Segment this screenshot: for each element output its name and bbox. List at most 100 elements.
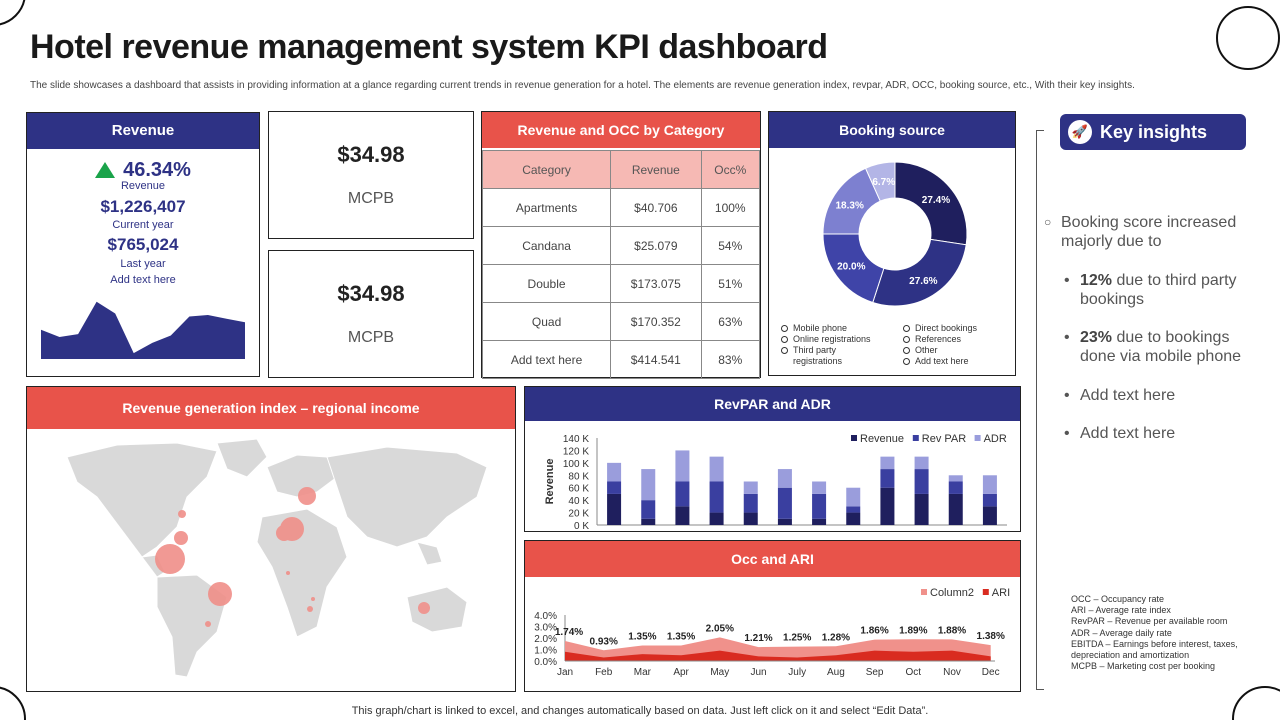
data-label: 1.89% (899, 625, 927, 636)
table-cell: Apartments (481, 188, 612, 227)
revenue-current-label: Current year (112, 219, 174, 231)
area-series (565, 650, 991, 661)
revpar-adr-panel: RevPAR and ADR Revenue Rev PAR ADR 0 K 20 K 4… (524, 386, 1021, 532)
key-insight-item: • 23% due to bookings done via mobile ph… (1064, 329, 1242, 365)
y-tick-label: 4.0% (534, 611, 557, 622)
x-tick-label: Oct (906, 667, 922, 678)
income-bubble (155, 544, 185, 574)
bar-segment (607, 462, 622, 482)
revpar-adr-bar-chart: Revenue Rev PAR ADR 0 K20 K 40 K60 K 80 K100 … (544, 433, 1007, 531)
key-insight-item: • 12% due to third party bookings (1064, 272, 1237, 308)
bar-segment (675, 450, 690, 482)
bar-segment (743, 493, 758, 513)
up-arrow-icon (95, 162, 116, 178)
bar-segment (914, 469, 929, 494)
y-tick-label: 140 K (563, 434, 589, 445)
key-insights-badge: 🚀 Key insights (1060, 114, 1246, 150)
mcpb-card-2: $34.98 MCPB (268, 250, 474, 378)
revenue-note: Add text here (110, 274, 176, 286)
y-tick-label: 0 K (574, 521, 589, 531)
bar-segment (914, 456, 929, 470)
legend-swatch (912, 435, 919, 441)
legend-item: Online registrations (781, 334, 891, 345)
occ-ari-area-chart: Column2 ARI 0.0%1.0%2.0%3.0%4.0% 1.74% 0.93%… (534, 587, 1010, 678)
corner-circle-top-left (0, 0, 26, 26)
table-row: Add text here $414.541 83% (481, 340, 761, 379)
data-label: 1.25% (783, 633, 811, 644)
europe-shape (266, 454, 338, 498)
donut-label: 18.3% (836, 201, 864, 212)
key-insights-lead-text: Booking score increased majorly due to (1061, 214, 1237, 250)
southeast-asia-shape (416, 541, 443, 566)
key-insight-bold: 23% (1080, 329, 1113, 346)
mcpb-label: MCPB (347, 329, 395, 346)
bar-segment (743, 481, 758, 494)
y-tick-label: 0.0% (534, 657, 557, 668)
income-bubble (276, 525, 292, 541)
abbreviation-item: ARI – Average rate index (1071, 605, 1171, 616)
key-insights-lead: ○ Booking score increased majorly due to (1044, 213, 1244, 251)
asia-shape (326, 446, 488, 548)
abbreviation-item: EBITDA – Earnings before interest, taxes… (1071, 638, 1238, 661)
income-bubble (174, 531, 188, 545)
bar-segment (846, 506, 861, 513)
table-cell: $173.075 (610, 264, 702, 303)
bar-segment (641, 500, 656, 519)
key-insight-text: Add text here (1080, 387, 1176, 404)
regional-income-header: Revenue generation index – regional inco… (27, 387, 515, 429)
abbreviation-item: OCC – Occupancy rate (1071, 594, 1165, 604)
legend-swatch (974, 435, 981, 441)
key-insight-text: due to bookings done via mobile phone (1080, 329, 1242, 365)
table-cell: 51% (700, 264, 761, 303)
donut-label: 6.7% (872, 177, 895, 188)
bar-segment (641, 518, 656, 525)
legend-item: Mobile phone (781, 323, 891, 334)
bar-segment (880, 487, 895, 525)
bar-segment (709, 481, 724, 513)
page-title: Hotel revenue management system KPI dash… (30, 28, 828, 66)
legend-item: Third party registrations (781, 345, 861, 367)
donut-slice (864, 161, 896, 202)
table-cell: Add text here (481, 340, 612, 379)
table-row: Candana $25.079 54% (481, 226, 761, 265)
legend-item: Direct bookings (903, 323, 1013, 334)
mcpb-label: MCPB (347, 190, 395, 207)
mcpb-value: $34.98 (337, 281, 405, 306)
bar-segment (812, 481, 827, 494)
key-insights-bracket (1036, 130, 1044, 690)
legend-label: Column2 (930, 587, 974, 599)
legend-item: Add text here (903, 356, 1013, 367)
y-tick-label: 120 K (563, 446, 589, 457)
bar-segment (709, 512, 724, 525)
income-bubble (418, 602, 430, 614)
revenue-sparkline (41, 301, 245, 359)
occ-ari-panel: Occ and ARI Column2 ARI 0.0% 1.0% 2.0% 3.0% 4.… (524, 540, 1021, 692)
y-tick-label: 60 K (568, 484, 589, 495)
income-bubble (178, 510, 186, 518)
key-insight-item: • Add text here (1064, 386, 1254, 405)
booking-source-panel: Booking source 27.4% 27.6% 20.0% 18.3% 6.7% … (768, 111, 1016, 376)
table-cell: 63% (700, 302, 761, 341)
booking-legend-right: Direct bookings References Other Add tex… (903, 323, 1013, 367)
income-bubble (311, 597, 315, 601)
table-row: Apartments $40.706 100% (481, 188, 761, 227)
y-tick-label: 40 K (568, 496, 589, 507)
data-label: 1.35% (667, 631, 695, 642)
bar-segment (675, 506, 690, 525)
footer-note: This graph/chart is linked to excel, and… (351, 705, 929, 717)
sparkline-area (41, 301, 245, 359)
key-insights-title: Key insights (1100, 122, 1208, 142)
bar-segment (982, 493, 997, 507)
column-header-category: Category (481, 150, 612, 189)
rocket-icon: 🚀 (1068, 120, 1092, 144)
data-label: 1.86% (860, 626, 888, 637)
category-table: Category Revenue Occ% Apartments $40.706… (481, 150, 761, 379)
abbreviation-item: RevPAR – Revenue per available room (1071, 616, 1228, 627)
income-bubble (208, 582, 232, 606)
mcpb-card-1: $34.98 MCPB (268, 111, 474, 239)
revenue-panel: Revenue 46.34% Revenue $1,226,407 Curren… (26, 112, 260, 377)
bar-segment (777, 487, 792, 519)
bar-segment (607, 493, 622, 525)
data-label: 1.35% (628, 631, 656, 642)
table-row: Quad $170.352 63% (481, 302, 761, 341)
